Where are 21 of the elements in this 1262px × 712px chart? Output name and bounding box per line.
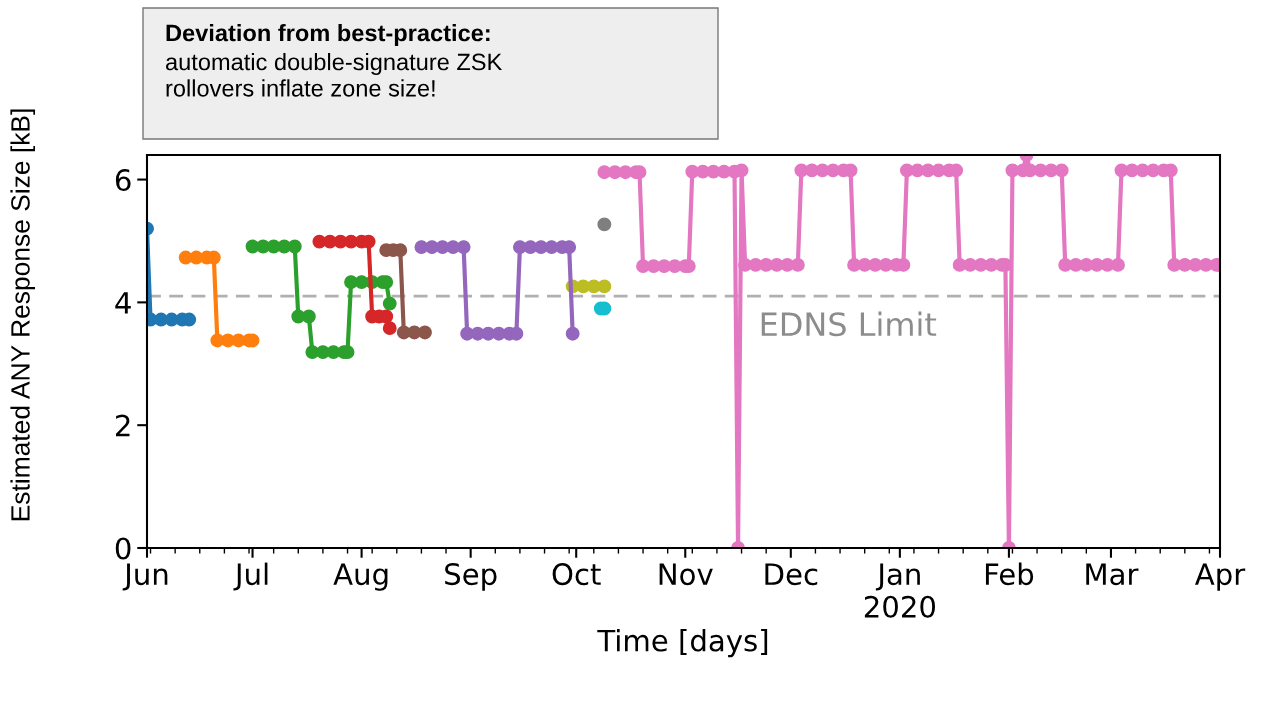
x-tick-label: Sep <box>445 563 497 591</box>
x-tick-label: Mar <box>1086 563 1139 586</box>
y-axis-title: Estimated ANY Response Size [kB] <box>10 109 36 521</box>
y-tick-label: 6 <box>115 169 131 192</box>
x-tick-label: Dec <box>765 563 818 586</box>
ref-line-label: EDNS Limit <box>761 311 937 337</box>
y-tick-label: 4 <box>115 292 131 314</box>
x-tick-label: Oct <box>552 563 601 586</box>
x-tick-label: Feb <box>985 562 1034 586</box>
point <box>597 279 612 294</box>
x-axis-title: Time [days] <box>597 629 768 658</box>
x-tick-label: Jun <box>122 563 168 591</box>
text: Deviation from best-practice: automatic double-signature ZSK rollovers inflate zone size! <box>166 24 503 97</box>
x-tick-label: Jan 2020 <box>864 563 936 618</box>
y-tick-label: 0 <box>115 537 131 560</box>
y-tick-label: 2 <box>116 414 130 437</box>
point <box>597 217 612 232</box>
x-tick-label: Apr <box>1195 563 1246 591</box>
x-tick-label: Nov <box>659 563 713 586</box>
x-tick-label: Aug <box>333 563 388 591</box>
x-tick-label: Jul <box>233 562 268 591</box>
